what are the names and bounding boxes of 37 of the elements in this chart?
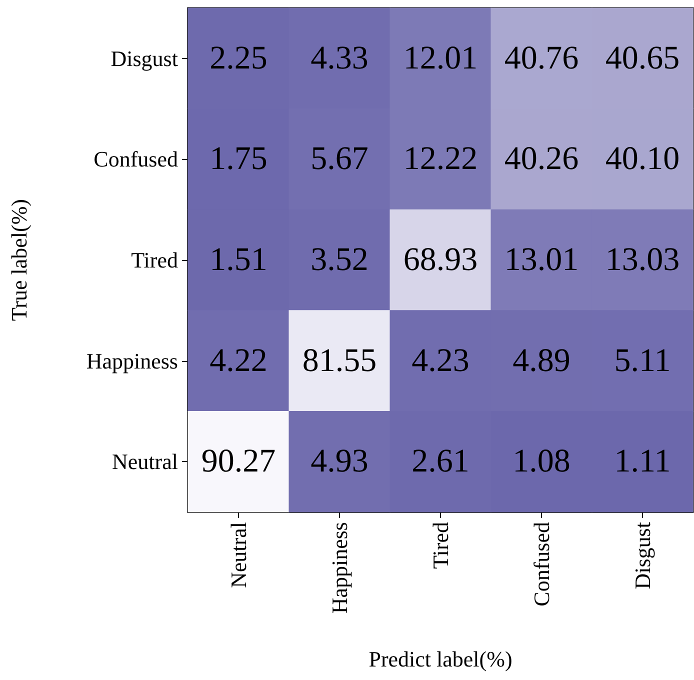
data-label: 4.89 xyxy=(512,342,570,379)
data-label: 1.75 xyxy=(210,141,268,178)
data-label: 81.55 xyxy=(302,342,377,379)
data-label: 12.01 xyxy=(403,40,478,76)
data-label: 1.08 xyxy=(512,444,570,480)
y-tick-label: Disgust xyxy=(110,46,178,71)
data-label: 2.61 xyxy=(412,444,470,480)
data-label: 4.93 xyxy=(310,444,368,480)
y-tick-label: Happiness xyxy=(86,348,178,374)
data-label: 1.51 xyxy=(210,242,268,278)
data-label: 40.65 xyxy=(605,40,680,76)
data-label: 2.25 xyxy=(210,40,268,76)
data-label: 68.93 xyxy=(403,242,478,278)
data-label: 4.22 xyxy=(210,342,268,379)
data-label: 1.11 xyxy=(614,444,671,480)
data-label: 40.76 xyxy=(504,40,579,76)
y-tick-label: Neutral xyxy=(112,449,178,474)
data-label: 13.03 xyxy=(605,242,680,278)
data-label: 4.33 xyxy=(310,40,368,76)
y-tick-label: Confused xyxy=(94,146,178,172)
x-axis-title: Predict label(%) xyxy=(368,646,512,672)
data-label: 40.10 xyxy=(605,141,680,178)
x-tick-label: Neutral xyxy=(226,522,251,588)
x-tick-label: Disgust xyxy=(630,522,655,590)
x-tick-label: Tired xyxy=(428,522,453,569)
data-label: 13.01 xyxy=(504,242,579,278)
data-label: 3.52 xyxy=(310,242,368,278)
data-label: 4.23 xyxy=(412,342,470,379)
data-label: 12.22 xyxy=(403,141,478,178)
data-label: 90.27 xyxy=(201,444,276,480)
data-label: 5.11 xyxy=(614,342,671,379)
y-axis-title: True label(%) xyxy=(6,199,32,321)
data-label: 5.67 xyxy=(310,141,368,178)
x-tick-label: Confused xyxy=(529,522,554,606)
data-label: 40.26 xyxy=(504,141,579,178)
y-tick-label: Tired xyxy=(131,248,178,272)
x-tick-label: Happiness xyxy=(327,522,352,614)
